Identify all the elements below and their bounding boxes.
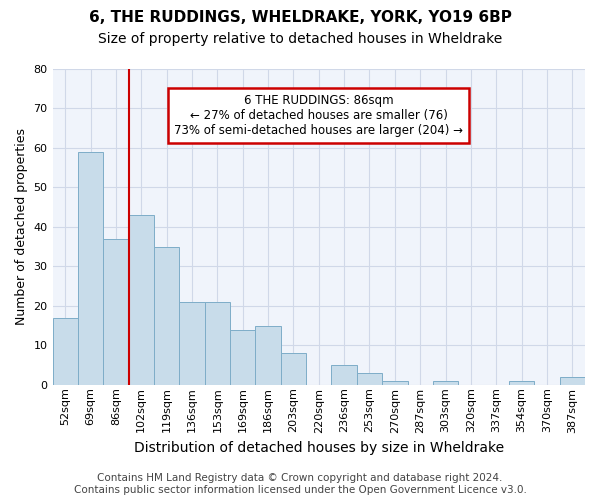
X-axis label: Distribution of detached houses by size in Wheldrake: Distribution of detached houses by size … [134,441,504,455]
Bar [509,381,534,385]
Y-axis label: Number of detached properties: Number of detached properties [15,128,28,326]
Bar [230,330,256,385]
Bar [205,302,230,385]
Bar [53,318,78,385]
Text: 6 THE RUDDINGS: 86sqm
← 27% of detached houses are smaller (76)
73% of semi-deta: 6 THE RUDDINGS: 86sqm ← 27% of detached … [174,94,463,138]
Bar [560,377,585,385]
Text: Contains HM Land Registry data © Crown copyright and database right 2024.
Contai: Contains HM Land Registry data © Crown c… [74,474,526,495]
Bar [154,246,179,385]
Bar [103,238,128,385]
Bar [357,373,382,385]
Bar [78,152,103,385]
Bar [281,353,306,385]
Bar [433,381,458,385]
Bar [256,326,281,385]
Bar [382,381,407,385]
Bar [179,302,205,385]
Bar [128,215,154,385]
Text: 6, THE RUDDINGS, WHELDRAKE, YORK, YO19 6BP: 6, THE RUDDINGS, WHELDRAKE, YORK, YO19 6… [89,10,511,25]
Text: Size of property relative to detached houses in Wheldrake: Size of property relative to detached ho… [98,32,502,46]
Bar [331,365,357,385]
